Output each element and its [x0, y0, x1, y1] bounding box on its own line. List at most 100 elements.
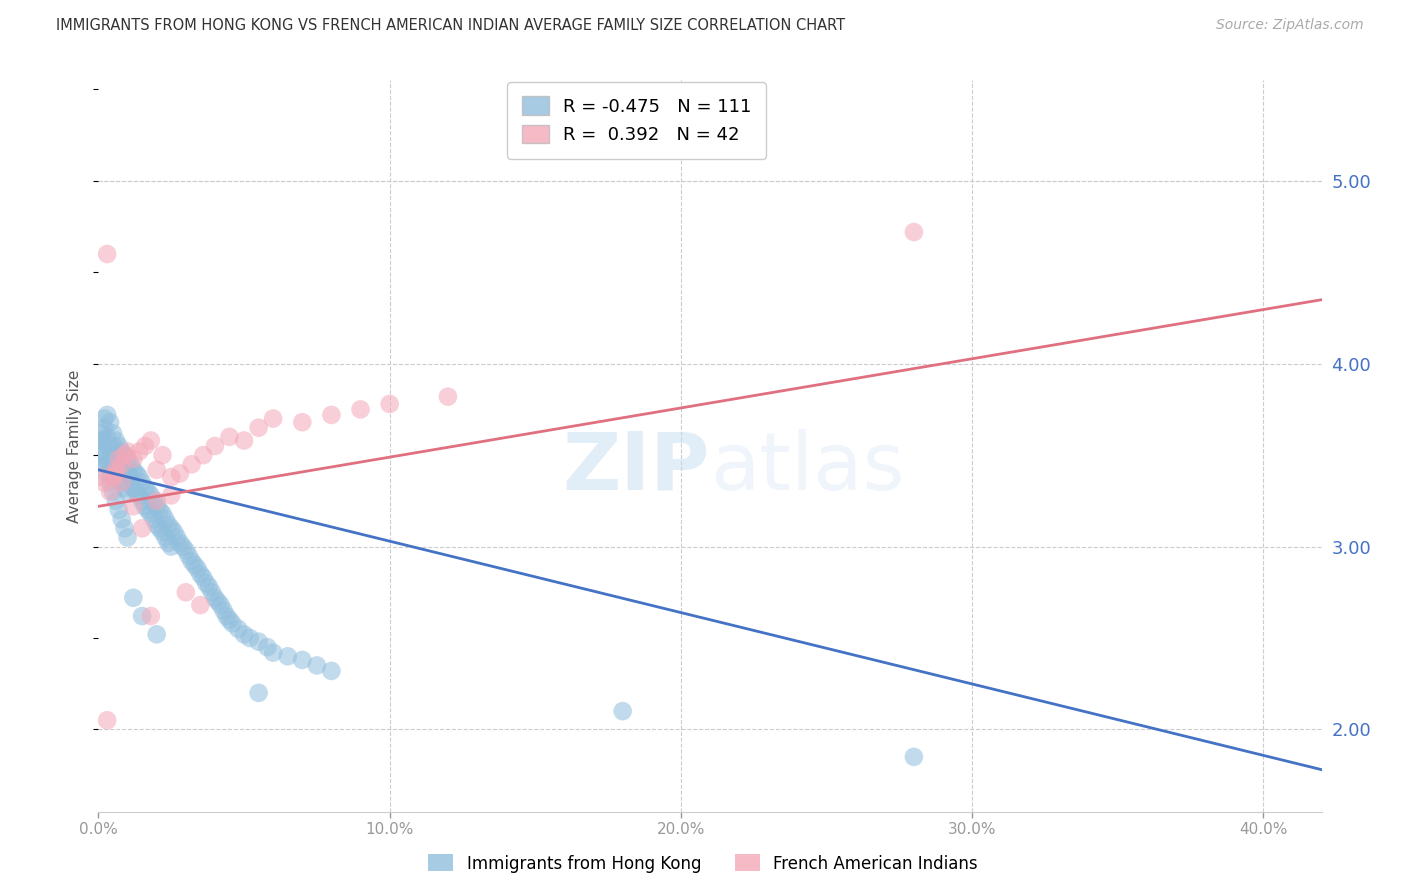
- Point: [96, 439, 118, 453]
- Point: [160, 540, 183, 554]
- Text: ZIP: ZIP: [562, 429, 710, 507]
- Point: [145, 517, 167, 532]
- Point: [96, 714, 118, 728]
- Point: [233, 627, 256, 641]
- Point: [218, 430, 240, 444]
- Point: [104, 463, 127, 477]
- Point: [131, 494, 153, 508]
- Point: [239, 631, 262, 645]
- Point: [152, 524, 174, 539]
- Point: [262, 411, 284, 425]
- Point: [160, 521, 183, 535]
- Point: [114, 448, 136, 462]
- Point: [305, 658, 328, 673]
- Point: [321, 408, 343, 422]
- Point: [247, 634, 270, 648]
- Point: [612, 704, 634, 718]
- Point: [120, 470, 142, 484]
- Point: [152, 448, 174, 462]
- Point: [204, 591, 226, 605]
- Point: [145, 500, 167, 514]
- Point: [212, 604, 235, 618]
- Point: [111, 444, 134, 458]
- Point: [142, 494, 165, 508]
- Text: Source: ZipAtlas.com: Source: ZipAtlas.com: [1216, 18, 1364, 32]
- Point: [96, 408, 118, 422]
- Point: [262, 646, 284, 660]
- Point: [149, 521, 172, 535]
- Point: [157, 517, 180, 532]
- Point: [111, 475, 134, 490]
- Point: [128, 488, 150, 502]
- Point: [108, 451, 131, 466]
- Point: [117, 467, 139, 481]
- Point: [142, 512, 165, 526]
- Point: [903, 749, 925, 764]
- Point: [188, 567, 212, 582]
- Point: [101, 470, 124, 484]
- Point: [155, 530, 177, 544]
- Point: [204, 439, 226, 453]
- Point: [98, 451, 121, 466]
- Point: [104, 494, 127, 508]
- Point: [101, 439, 124, 453]
- Point: [98, 463, 121, 477]
- Point: [96, 247, 118, 261]
- Point: [169, 536, 191, 550]
- Point: [108, 470, 131, 484]
- Point: [122, 463, 145, 477]
- Text: IMMIGRANTS FROM HONG KONG VS FRENCH AMERICAN INDIAN AVERAGE FAMILY SIZE CORRELAT: IMMIGRANTS FROM HONG KONG VS FRENCH AMER…: [56, 18, 845, 33]
- Point: [183, 558, 205, 572]
- Point: [157, 536, 180, 550]
- Point: [93, 475, 115, 490]
- Legend: Immigrants from Hong Kong, French American Indians: Immigrants from Hong Kong, French Americ…: [422, 847, 984, 880]
- Point: [169, 467, 191, 481]
- Point: [98, 484, 121, 499]
- Point: [131, 521, 153, 535]
- Point: [233, 434, 256, 448]
- Point: [226, 622, 249, 636]
- Point: [291, 653, 314, 667]
- Point: [177, 549, 200, 563]
- Point: [101, 470, 124, 484]
- Point: [291, 415, 314, 429]
- Point: [114, 521, 136, 535]
- Point: [96, 458, 118, 472]
- Point: [145, 463, 167, 477]
- Point: [166, 530, 188, 544]
- Point: [101, 467, 124, 481]
- Point: [90, 448, 112, 462]
- Point: [111, 458, 134, 472]
- Point: [139, 507, 162, 521]
- Point: [247, 686, 270, 700]
- Point: [128, 470, 150, 484]
- Point: [122, 500, 145, 514]
- Point: [131, 609, 153, 624]
- Point: [201, 585, 224, 599]
- Point: [117, 451, 139, 466]
- Point: [104, 448, 127, 462]
- Point: [90, 444, 112, 458]
- Point: [209, 598, 232, 612]
- Point: [101, 484, 124, 499]
- Text: atlas: atlas: [710, 429, 904, 507]
- Point: [136, 484, 159, 499]
- Point: [114, 481, 136, 495]
- Point: [104, 434, 127, 448]
- Point: [349, 402, 371, 417]
- Point: [247, 421, 270, 435]
- Point: [114, 463, 136, 477]
- Legend: R = -0.475   N = 111, R =  0.392   N = 42: R = -0.475 N = 111, R = 0.392 N = 42: [508, 82, 766, 159]
- Point: [193, 448, 215, 462]
- Point: [131, 475, 153, 490]
- Point: [378, 397, 401, 411]
- Point: [256, 640, 278, 655]
- Point: [125, 467, 148, 481]
- Point: [122, 591, 145, 605]
- Point: [93, 458, 115, 472]
- Point: [180, 554, 202, 568]
- Point: [221, 616, 243, 631]
- Point: [180, 458, 202, 472]
- Point: [125, 484, 148, 499]
- Point: [155, 512, 177, 526]
